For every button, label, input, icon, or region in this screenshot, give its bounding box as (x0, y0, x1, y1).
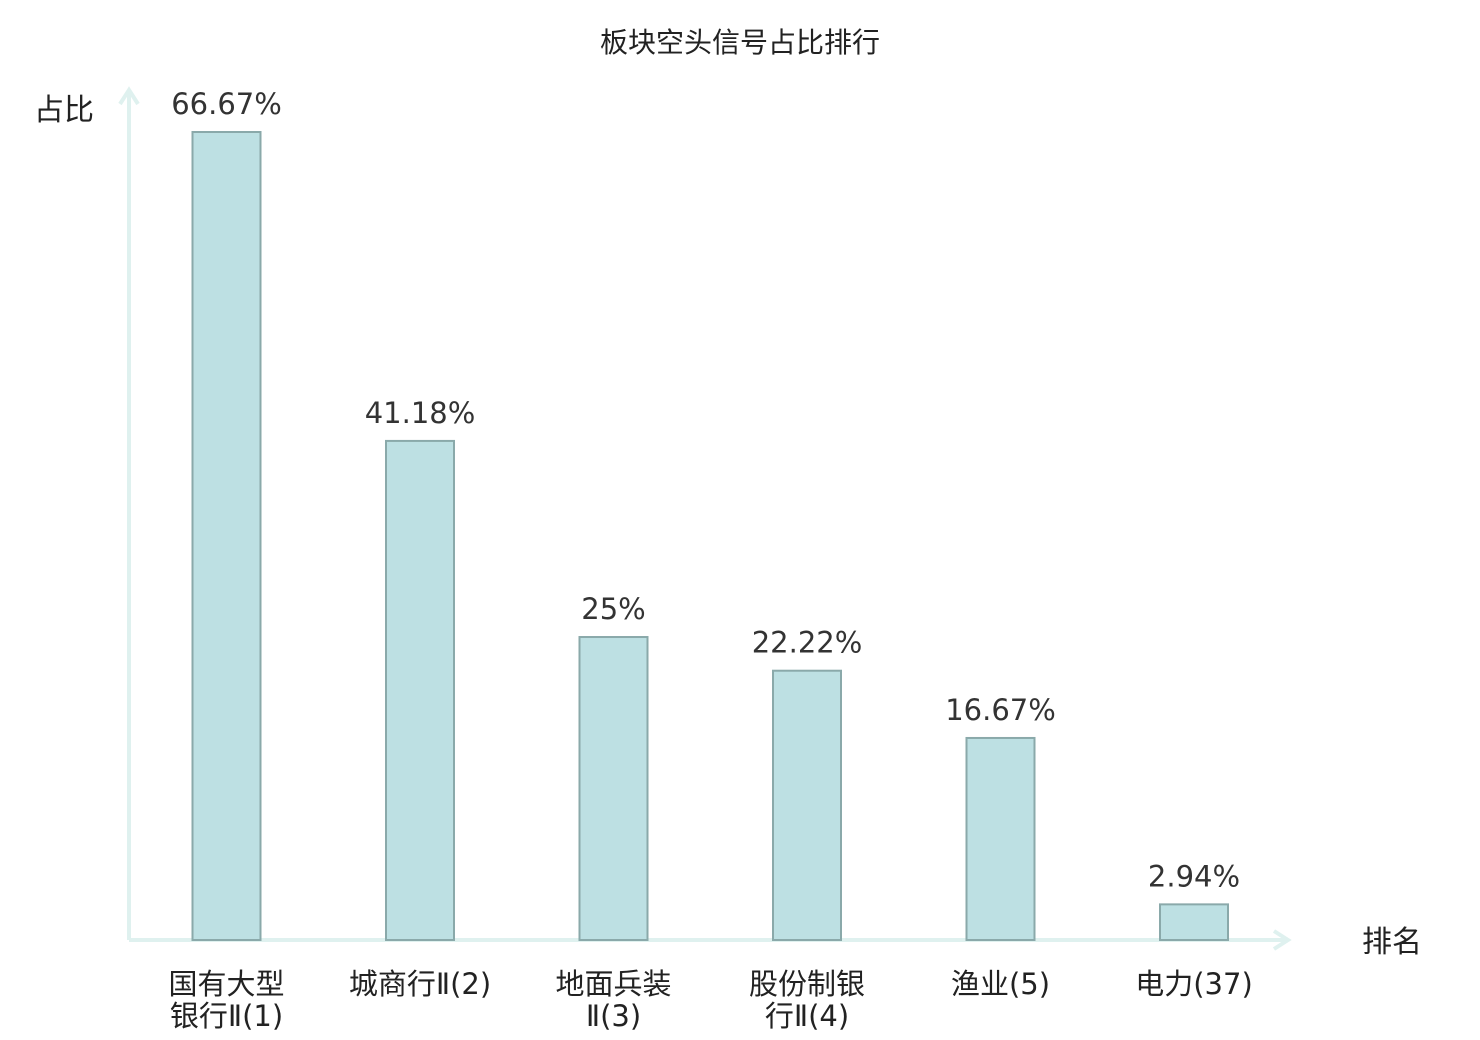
bar-3 (578, 636, 649, 941)
category-label-1: 国有大型银行Ⅱ(1) (168, 967, 284, 1033)
category-label-line: Ⅱ(3) (586, 999, 641, 1033)
value-labels: 66.67% 41.18% 25% 22.22% 16.67% 2.94% (171, 87, 1240, 893)
value-label-4: 22.22% (752, 626, 863, 660)
category-label-line: 国有大型 (168, 967, 284, 1001)
category-label-3: 地面兵装 Ⅱ(3) (555, 967, 671, 1033)
chart-title: 板块空头信号占比排行 (600, 26, 880, 59)
x-axis-arrow-icon (1272, 929, 1292, 951)
y-axis-label: 占比 (34, 93, 94, 128)
category-label-line: 股份制银 (749, 967, 865, 1001)
category-label-line: 电力(37) (1135, 967, 1253, 1001)
value-label-5: 16.67% (945, 693, 1056, 727)
category-label-line: 城商行Ⅱ(2) (349, 967, 491, 1001)
category-label-4: 股份制银行Ⅱ(4) (749, 967, 865, 1033)
category-label-line: 地面兵装 (555, 967, 671, 1001)
category-labels: 国有大型银行Ⅱ(1) 城商行Ⅱ(2) 地面兵装 Ⅱ(3) 股份制银行Ⅱ(4) 渔业(5) 电… (168, 967, 1252, 1033)
bar-5 (965, 736, 1036, 942)
axes (118, 86, 1292, 951)
category-label-2: 城商行Ⅱ(2) (349, 967, 491, 1001)
bar-6 (1159, 903, 1229, 941)
category-label-5: 渔业(5) (951, 967, 1050, 1001)
bar-1 (191, 131, 262, 941)
bar-4 (772, 669, 842, 942)
category-label-line: 银行Ⅱ(1) (170, 999, 283, 1033)
bars (191, 131, 1229, 942)
category-label-line: 行Ⅱ(4) (765, 999, 849, 1033)
value-label-3: 25% (581, 592, 645, 626)
category-label-6: 电力(37) (1135, 967, 1253, 1001)
category-label-line: 渔业(5) (951, 967, 1050, 1001)
value-label-2: 41.18% (365, 396, 476, 430)
value-label-1: 66.67% (171, 87, 282, 121)
value-label-6: 2.94% (1148, 859, 1240, 893)
x-axis-label: 排名 (1362, 925, 1422, 960)
y-axis-arrow-icon (118, 86, 140, 106)
bar-2 (385, 439, 455, 941)
